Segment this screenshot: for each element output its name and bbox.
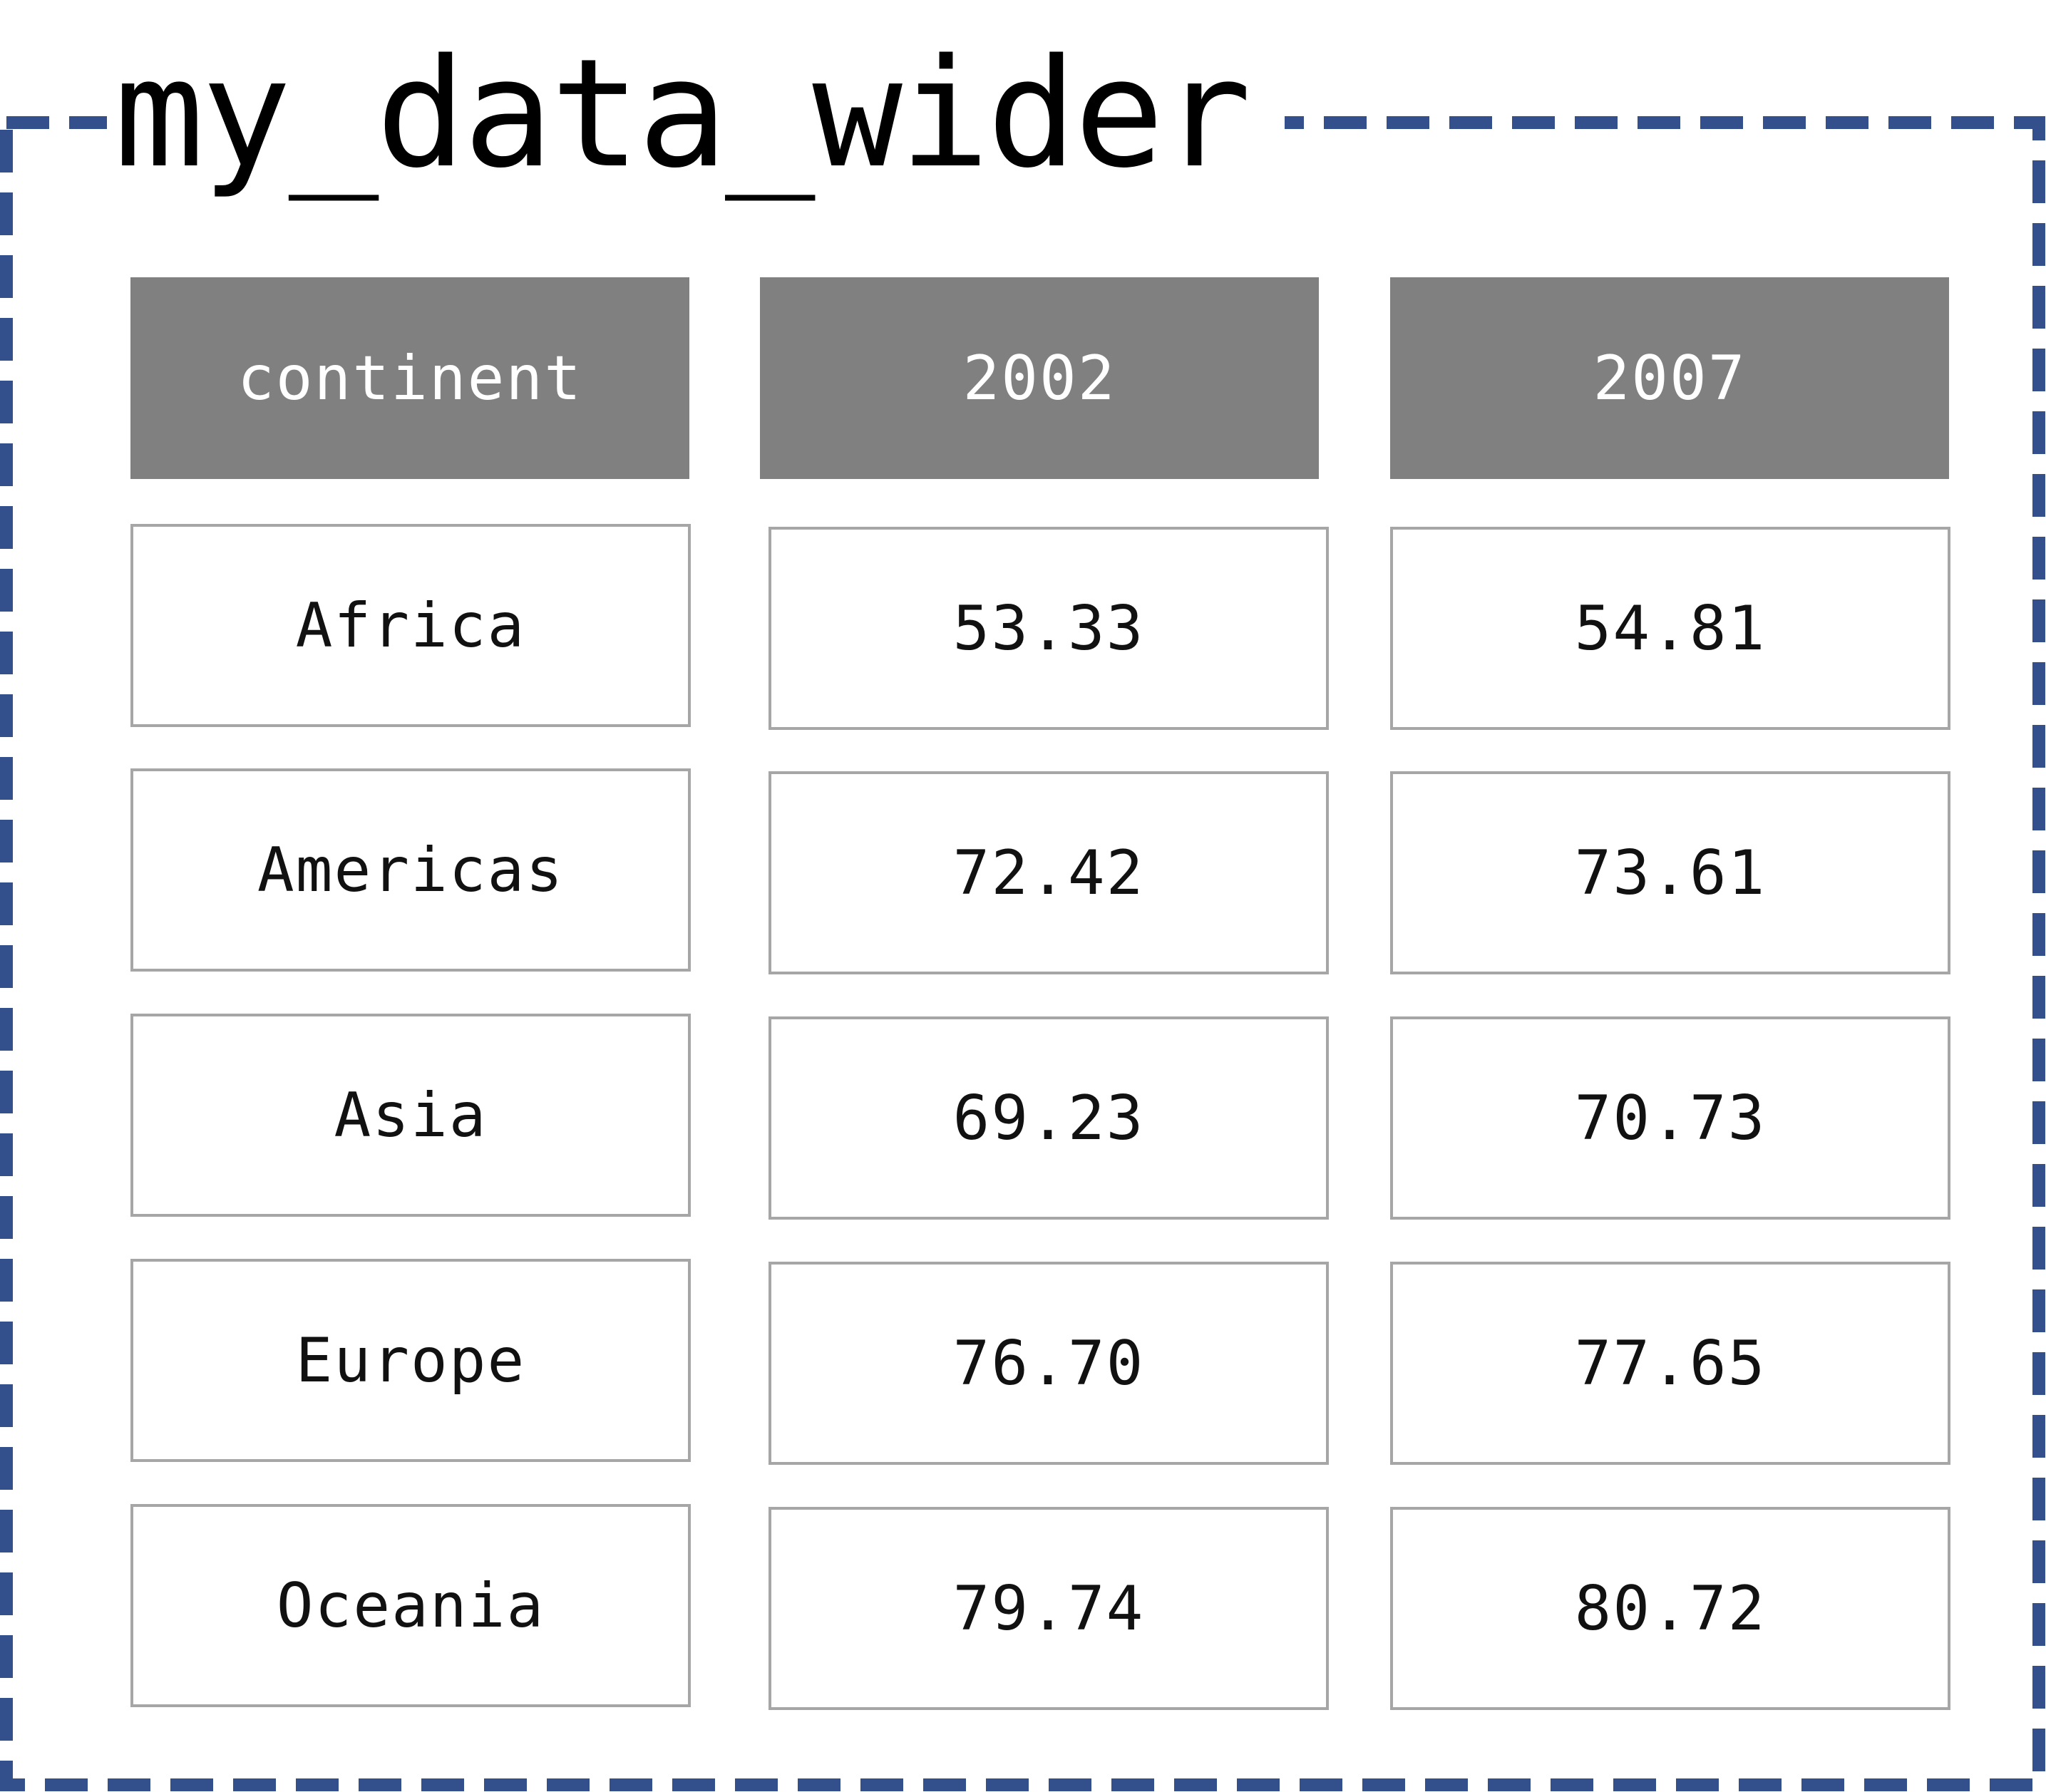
header-2007: 2007 bbox=[1390, 277, 1949, 479]
cell-europe-2007: 77.65 bbox=[1390, 1262, 1950, 1465]
cell-americas-2002: 72.42 bbox=[768, 771, 1329, 974]
cell-asia-2007: 70.73 bbox=[1390, 1016, 1950, 1220]
cell-continent-oceania: Oceania bbox=[130, 1504, 691, 1707]
header-continent: continent bbox=[130, 277, 689, 479]
cell-africa-2007: 54.81 bbox=[1390, 527, 1950, 730]
cell-europe-2002: 76.70 bbox=[768, 1262, 1329, 1465]
cell-continent-africa: Africa bbox=[130, 524, 691, 727]
cell-continent-asia: Asia bbox=[130, 1014, 691, 1217]
cell-continent-americas: Americas bbox=[130, 768, 691, 972]
cell-oceania-2002: 79.74 bbox=[768, 1507, 1329, 1710]
header-2002: 2002 bbox=[760, 277, 1319, 479]
cell-oceania-2007: 80.72 bbox=[1390, 1507, 1950, 1710]
cell-continent-europe: Europe bbox=[130, 1259, 691, 1462]
dataset-title: my_data_wider bbox=[107, 29, 1285, 200]
cell-americas-2007: 73.61 bbox=[1390, 771, 1950, 974]
cell-asia-2002: 69.23 bbox=[768, 1016, 1329, 1220]
cell-africa-2002: 53.33 bbox=[768, 527, 1329, 730]
